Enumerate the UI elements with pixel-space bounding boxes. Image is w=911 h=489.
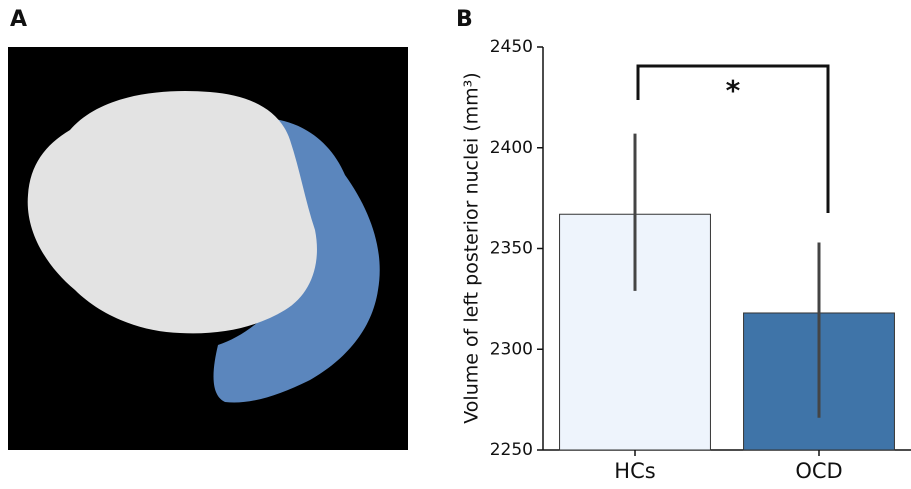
blue-nucleus — [213, 118, 380, 403]
y-tick-label: 2350 — [490, 239, 533, 259]
render-image — [8, 47, 408, 450]
y-tick-label: 2250 — [490, 440, 533, 460]
y-tick-label: 2300 — [490, 339, 533, 359]
x-tick-label: HCs — [614, 459, 655, 483]
y-axis-label: Volume of left posterior nuclei (mm³) — [461, 72, 483, 423]
x-tick-label: OCD — [795, 459, 842, 483]
panel-label: A — [10, 7, 27, 32]
significance-bracket — [636, 64, 830, 213]
panel-label: B — [456, 7, 473, 32]
y-tick-label: 2400 — [490, 138, 533, 158]
significance-annotation: * — [726, 74, 741, 107]
white-nucleus — [27, 90, 317, 334]
y-tick-label: 2450 — [490, 37, 533, 57]
